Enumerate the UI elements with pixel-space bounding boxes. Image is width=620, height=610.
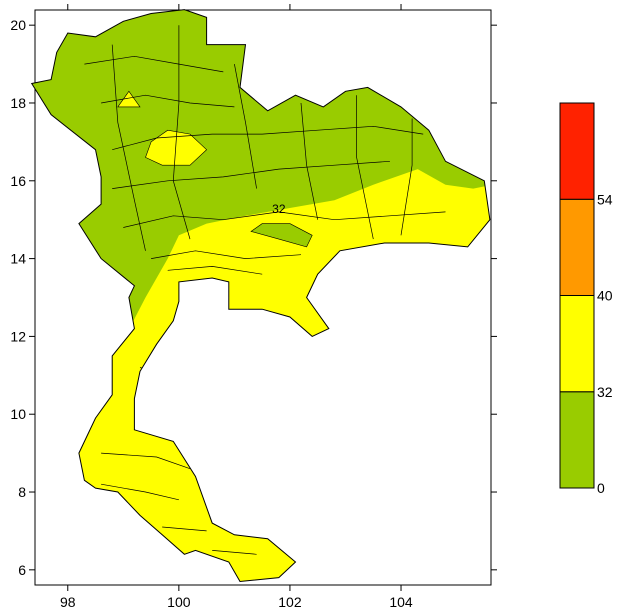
province-boundary (139, 367, 168, 376)
province-boundary (356, 95, 374, 240)
colorbar-bin (559, 391, 595, 489)
y-tick-label: 12 (10, 328, 26, 344)
province-boundary (212, 550, 257, 555)
map-regions (31, 9, 490, 582)
province-boundary (151, 250, 302, 259)
province-boundary (101, 452, 191, 470)
x-tick-label: 102 (278, 594, 302, 610)
colorbar-label: 54 (597, 191, 613, 207)
province-boundary (112, 160, 390, 189)
y-tick-label: 18 (10, 95, 26, 111)
province-boundary (134, 413, 168, 419)
y-tick-label: 16 (10, 173, 26, 189)
y-tick-label: 10 (10, 406, 26, 422)
y-tick-label: 6 (18, 562, 26, 578)
plot-frame (34, 9, 492, 586)
province-boundary (101, 94, 235, 108)
colorbar-label: 0 (597, 480, 605, 496)
colorbar-label: 32 (597, 384, 613, 400)
province-boundary (167, 266, 263, 275)
province-boundary (300, 102, 319, 220)
province-boundary (162, 526, 207, 532)
region-above-32 (145, 129, 208, 166)
province-boundary (84, 55, 224, 73)
colorbar-bin (559, 102, 595, 200)
y-tick-label: 20 (10, 17, 26, 33)
province-boundary (111, 44, 146, 251)
region-below-32 (250, 223, 313, 248)
province-boundary (234, 64, 257, 189)
colorbar-bin (559, 295, 595, 393)
y-tick-label: 8 (18, 484, 26, 500)
country-outline (30, 9, 491, 583)
province-boundary (172, 25, 191, 240)
x-tick-label: 100 (167, 594, 191, 610)
province-boundary (112, 125, 424, 151)
province-boundary (123, 211, 446, 228)
x-tick-label: 98 (60, 594, 76, 610)
contour-label: 32 (272, 202, 286, 216)
x-tick-label: 104 (389, 594, 413, 610)
colorbar-bin (559, 198, 595, 296)
y-tick-label: 14 (10, 251, 26, 267)
province-boundary (101, 483, 179, 501)
province-boundary (400, 118, 413, 236)
colorbar-label: 40 (597, 288, 613, 304)
